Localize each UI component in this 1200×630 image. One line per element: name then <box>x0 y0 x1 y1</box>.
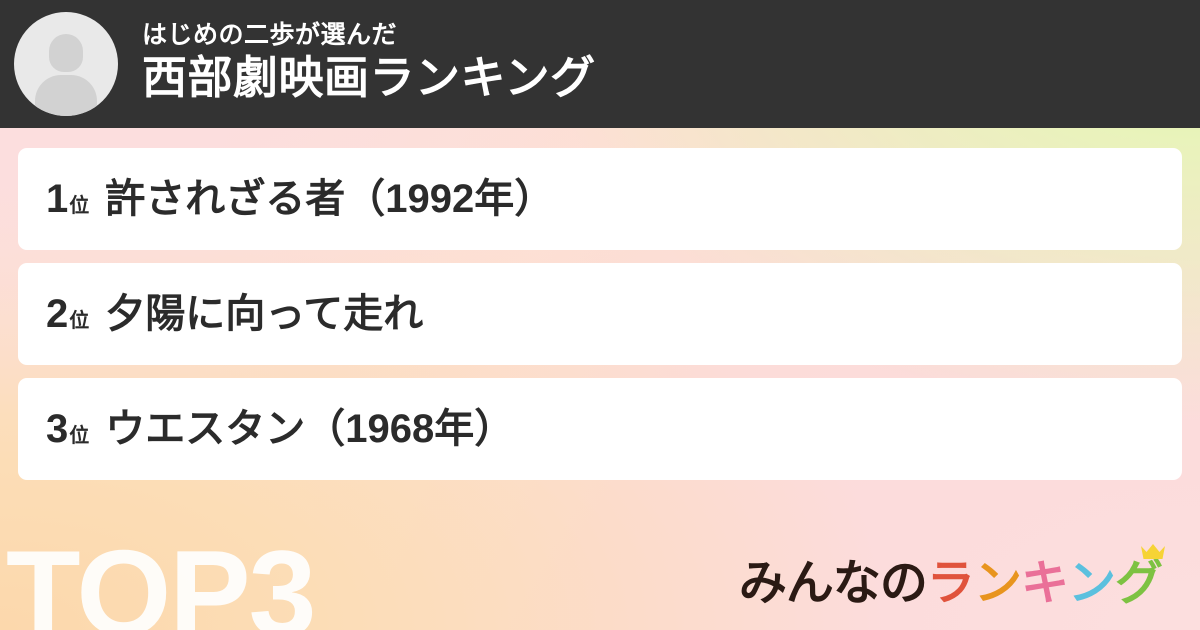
ranking-list: 1 位 許されざる者（1992年） 2 位 夕陽に向って走れ 3 位 ウエスタン… <box>18 148 1182 493</box>
logo-char-gu-text: グ <box>1114 557 1163 610</box>
header-eyebrow: はじめの二歩が選んだ <box>142 21 398 49</box>
logo-char-n2: ン <box>1067 557 1116 610</box>
logo-char-gu: グ <box>1114 544 1165 610</box>
crown-icon <box>1141 544 1165 559</box>
logo-char-n1: ン <box>973 557 1022 610</box>
header-text-group: はじめの二歩が選んだ 西部劇映画ランキング <box>142 22 596 104</box>
rank-number: 1 <box>46 177 69 221</box>
rank-badge: 1 位 <box>46 179 89 219</box>
rank-number: 2 <box>46 292 69 336</box>
rank-suffix: 位 <box>69 310 90 332</box>
rank-badge: 3 位 <box>46 409 89 449</box>
logo-char-ki: キ <box>1020 557 1069 610</box>
page-title: 西部劇映画ランキング <box>142 52 596 104</box>
top3-watermark: TOP3 <box>6 525 316 630</box>
list-item[interactable]: 1 位 許されざる者（1992年） <box>18 148 1182 250</box>
rank-badge: 2 位 <box>46 294 89 334</box>
list-item[interactable]: 2 位 夕陽に向って走れ <box>18 263 1182 365</box>
brand-logo: みんなの ラ ン キ ン グ <box>738 544 1165 610</box>
avatar-head-shape <box>49 34 83 72</box>
rank-item-title: 許されざる者（1992年） <box>105 177 555 221</box>
rank-item-title: 夕陽に向って走れ <box>105 292 424 336</box>
rank-number: 3 <box>46 407 69 451</box>
avatar-body-shape <box>35 75 97 116</box>
logo-text-minnano: みんなの <box>738 557 928 610</box>
user-avatar-icon <box>14 12 118 116</box>
rank-suffix: 位 <box>69 195 90 217</box>
rank-suffix: 位 <box>69 425 90 447</box>
list-item[interactable]: 3 位 ウエスタン（1968年） <box>18 378 1182 480</box>
header-bar: はじめの二歩が選んだ 西部劇映画ランキング <box>0 0 1200 128</box>
logo-char-ra: ラ <box>926 557 975 610</box>
rank-item-title: ウエスタン（1968年） <box>105 407 515 451</box>
